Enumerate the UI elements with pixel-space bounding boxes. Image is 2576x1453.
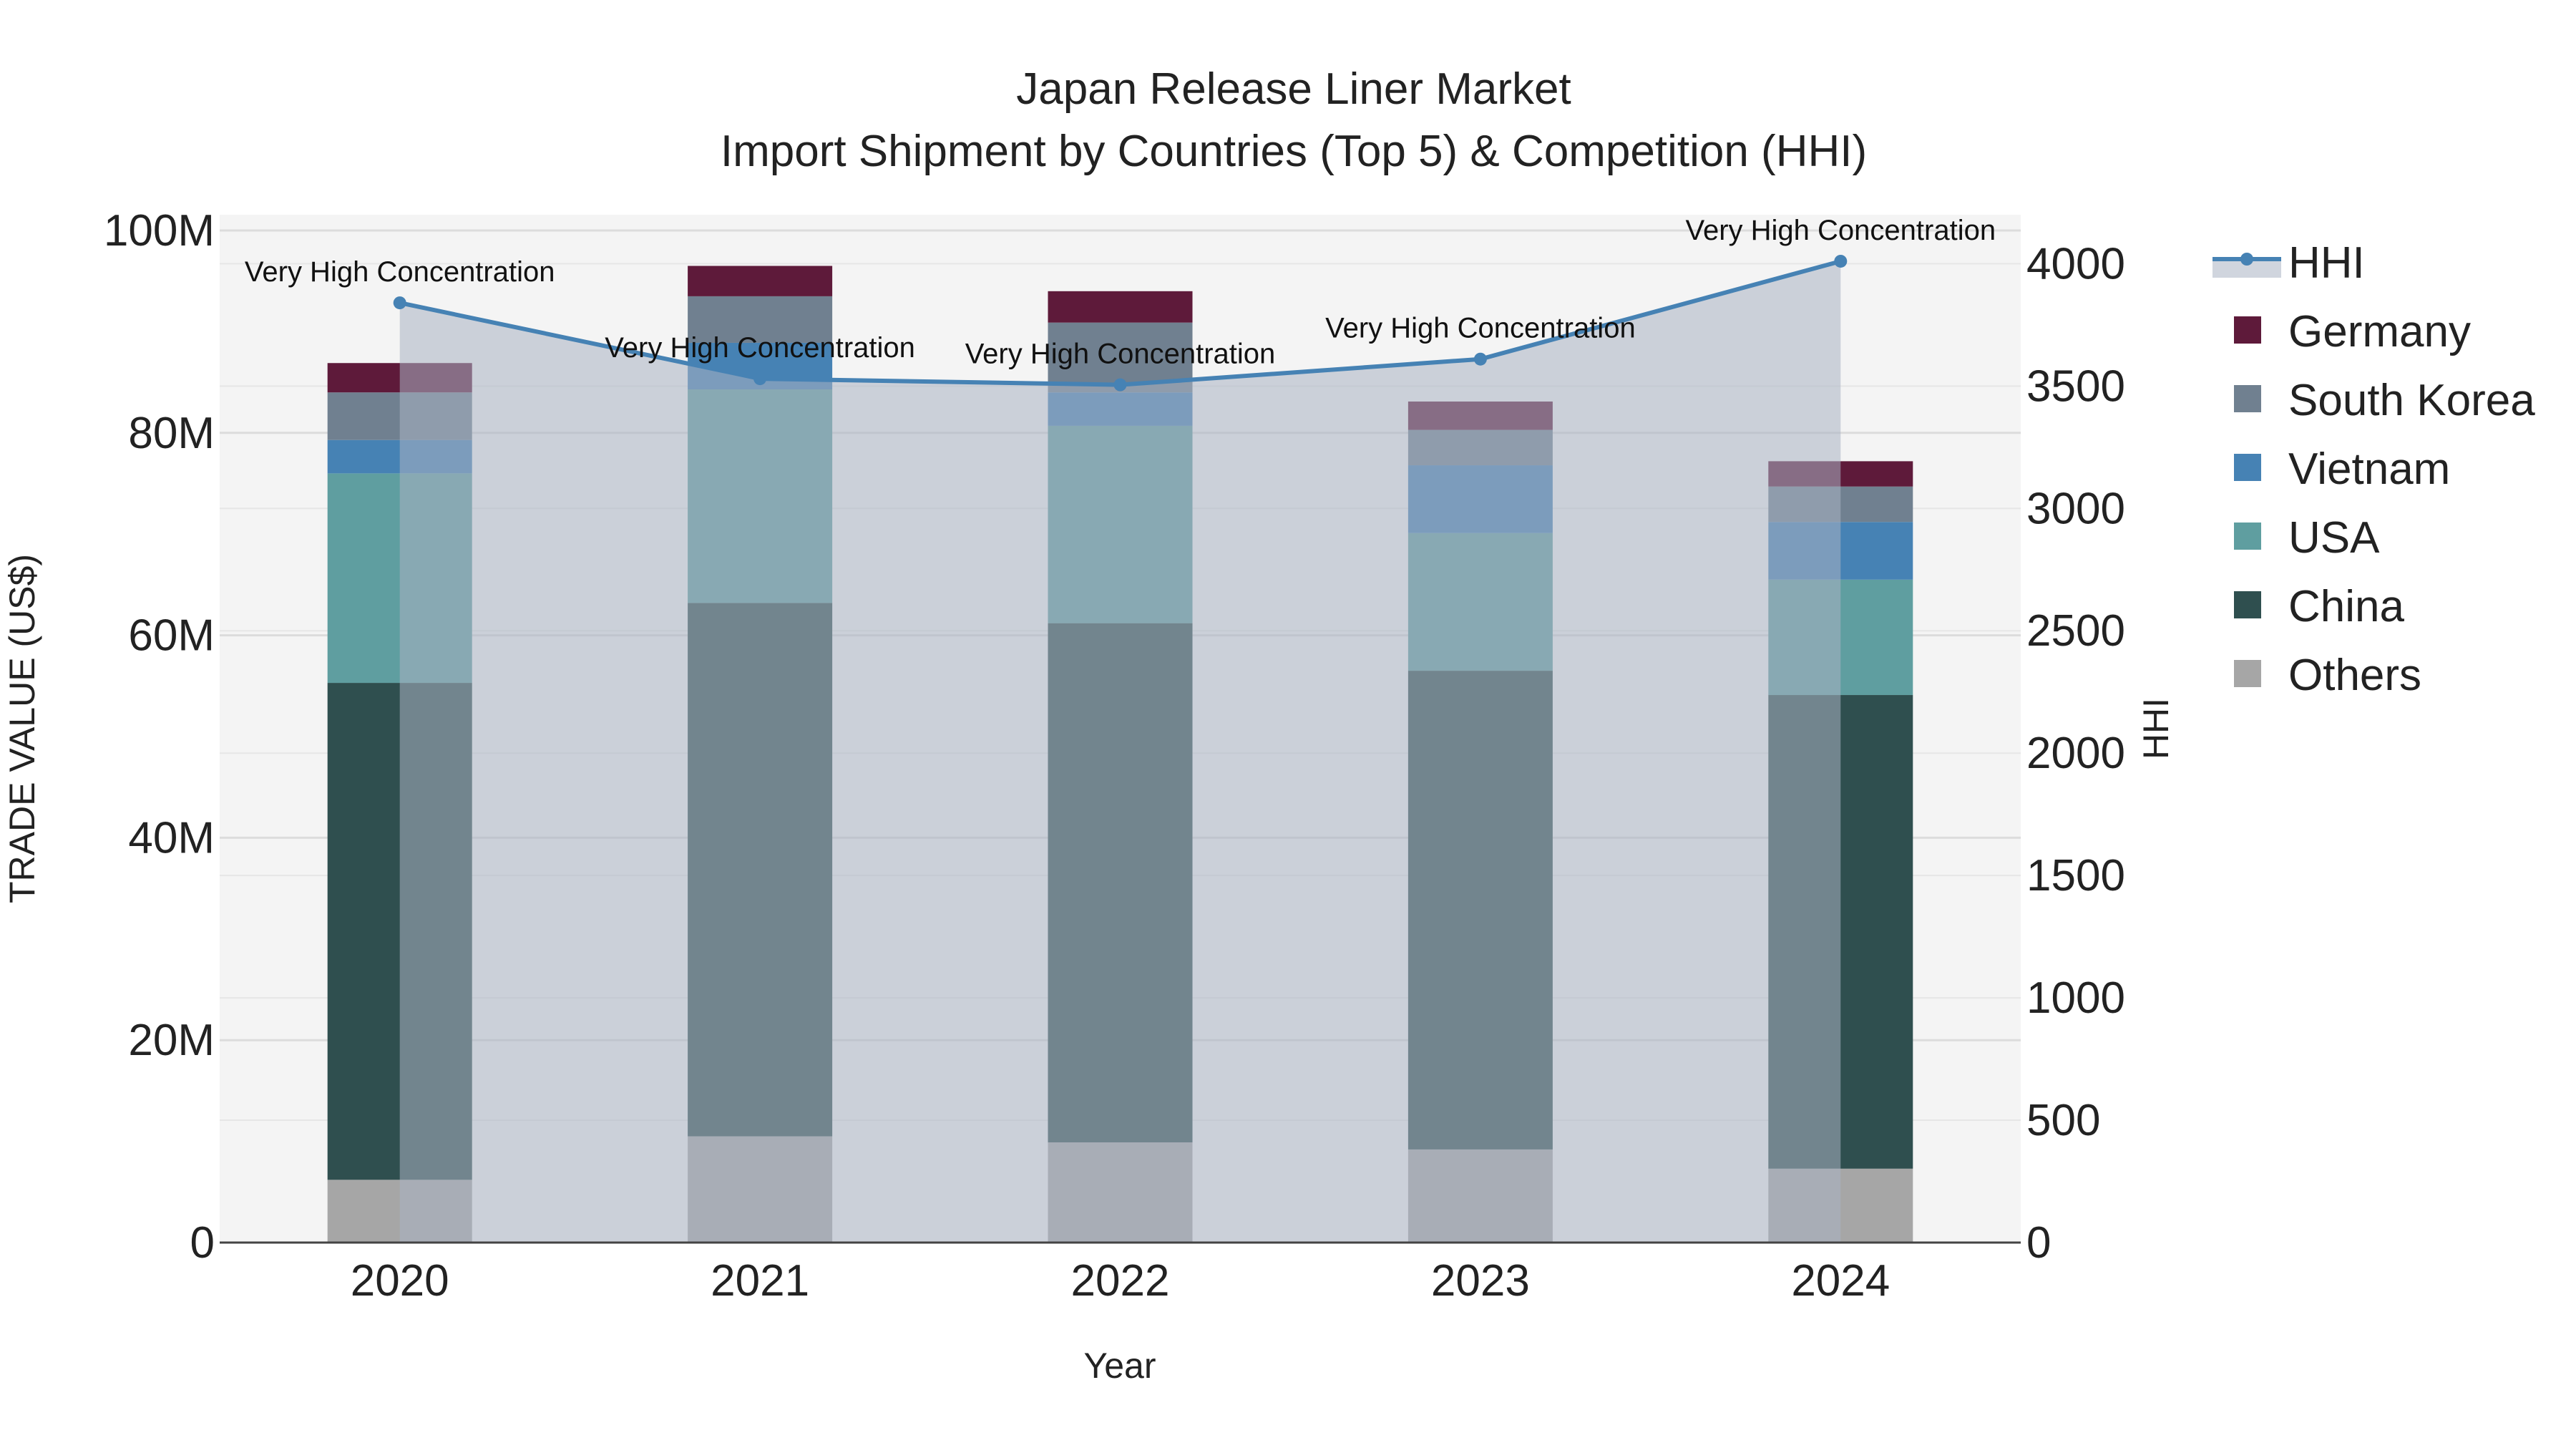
legend-label-hhi: HHI [2288,238,2365,288]
chart-title-line2: Import Shipment by Countries (Top 5) & C… [721,127,1867,176]
legend-swatch-south-korea [2234,385,2261,412]
legend-swatch-hhi-marker [2240,253,2253,266]
legend-label-vietnam: Vietnam [2288,444,2450,494]
legend-swatch-china [2234,591,2261,618]
x-tick-label-2021: 2021 [711,1256,809,1306]
x-tick-label-2020: 2020 [351,1256,449,1306]
hhi-point-2023 [1473,352,1487,366]
y2-tick-label-2: 1000 [2026,973,2125,1023]
y2-tick-label-7: 3500 [2026,361,2125,411]
hhi-annotation-2021: Very High Concentration [605,332,915,364]
legend-swatch-others [2234,660,2261,687]
y2-tick-label-6: 3000 [2026,484,2125,533]
hhi-annotation-2020: Very High Concentration [245,256,555,288]
x-tick-label-2022: 2022 [1071,1256,1170,1306]
y-tick-label-0: 0 [190,1218,215,1268]
x-tick-label-2024: 2024 [1791,1256,1890,1306]
legend-label-germany: Germany [2288,307,2471,356]
hhi-area [399,261,1841,1243]
y-axis-label: TRADE VALUE (US$) [2,554,42,903]
hhi-point-2022 [1113,378,1127,392]
y-tick-label-1: 20M [128,1016,215,1065]
y2-axis-label: HHI [2136,698,2176,759]
hhi-point-2021 [753,372,767,386]
legend-label-south-korea: South Korea [2288,376,2535,425]
chart-title-line1: Japan Release Liner Market [1016,64,1571,114]
legend-label-others: Others [2288,651,2421,700]
legend-swatch-vietnam [2234,454,2261,481]
x-axis-label: Year [1083,1346,1156,1386]
legend: HHI Germany South Korea Vietnam USA China Othe… [2212,238,2535,700]
y-tick-label-2: 40M [128,813,215,862]
y-tick-label-4: 80M [128,409,215,458]
legend-label-china: China [2288,582,2405,631]
x-tick-label-2023: 2023 [1431,1256,1530,1306]
y-tick-label-3: 60M [128,611,215,661]
y-axis-ticks: 0 20M 40M 60M 80M 100M [104,206,215,1268]
legend-swatch-usa [2234,523,2261,550]
y2-tick-label-0: 0 [2026,1218,2051,1268]
x-axis-ticks: 2020 2021 2022 2023 2024 [351,1256,1890,1306]
legend-swatch-germany [2234,316,2261,344]
y2-axis-ticks: 0 500 1000 1500 2000 2500 3000 3500 4000 [2026,239,2125,1268]
y2-tick-label-3: 1500 [2026,851,2125,900]
hhi-layer: Very High Concentration Very High Concent… [245,215,1996,1243]
bar-germany-2021 [688,266,833,296]
y2-tick-label-5: 2500 [2026,606,2125,656]
legend-label-usa: USA [2288,513,2380,563]
hhi-annotation-2023: Very High Concentration [1325,313,1636,344]
hhi-annotation-2022: Very High Concentration [965,339,1276,370]
y2-tick-label-8: 4000 [2026,239,2125,288]
hhi-point-2024 [1834,254,1848,268]
y2-tick-label-4: 2000 [2026,729,2125,778]
bar-germany-2022 [1048,291,1193,323]
bar-south-korea-2021 [688,296,833,343]
y-tick-label-5: 100M [104,206,215,256]
y2-tick-label-1: 500 [2026,1096,2100,1145]
hhi-point-2020 [393,296,406,310]
hhi-annotation-2024: Very High Concentration [1686,215,1996,246]
